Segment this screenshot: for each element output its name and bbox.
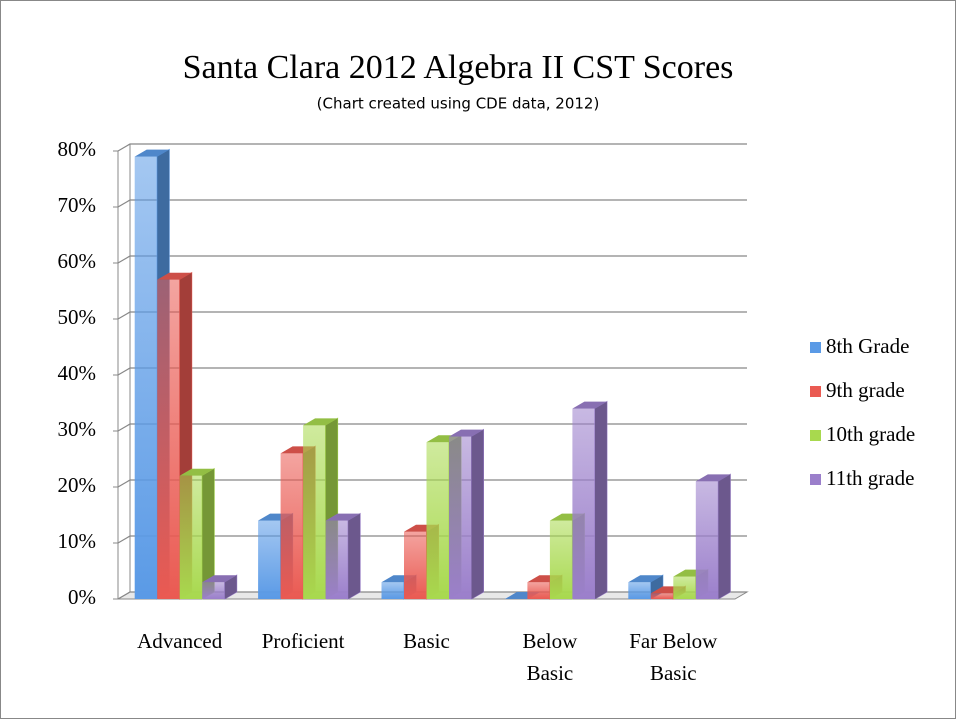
grid-line xyxy=(117,423,747,432)
bar-top xyxy=(134,149,170,157)
x-tick-label: Advanced xyxy=(137,629,223,653)
bar-top xyxy=(325,513,361,521)
bar-top-shade xyxy=(202,575,237,583)
bar-front xyxy=(280,453,304,599)
bar-side-shade xyxy=(224,575,237,599)
grid-line xyxy=(117,199,747,208)
bar-side-shade xyxy=(594,401,607,599)
grid-line-segment xyxy=(117,255,747,264)
bar-top-shade xyxy=(157,272,192,280)
bar-front xyxy=(572,408,595,599)
bar-front xyxy=(179,475,203,599)
bar-front xyxy=(303,425,326,599)
bar-front xyxy=(650,593,674,599)
bar xyxy=(449,428,484,600)
legend-swatch xyxy=(810,430,821,441)
legend-label: 9th grade xyxy=(826,378,905,402)
grid-line xyxy=(117,479,747,488)
bar-front xyxy=(673,576,696,599)
y-tick-label: 10% xyxy=(58,529,97,553)
bar-front xyxy=(202,582,225,599)
bar-top-shade xyxy=(325,513,361,521)
y-tick-label: 30% xyxy=(58,417,97,441)
legend-label: 11th grade xyxy=(826,466,914,490)
grid-line-segment xyxy=(117,423,747,432)
grid-line xyxy=(117,535,747,544)
bar-top xyxy=(695,474,731,482)
grid-line-segment xyxy=(117,479,747,488)
legend-label: 8th Grade xyxy=(826,334,909,358)
x-tick-label: Far Below Basic xyxy=(629,629,718,685)
bar-front xyxy=(381,582,404,599)
y-tick-label: 60% xyxy=(58,249,97,273)
bar-top xyxy=(202,575,237,583)
bar-front xyxy=(404,531,427,599)
bar-front xyxy=(527,582,550,599)
x-tick-label: Basic xyxy=(403,629,450,653)
grid-line-segment xyxy=(117,143,747,152)
bar-front xyxy=(549,520,573,599)
bar-front xyxy=(157,279,180,599)
bar-top-shade xyxy=(179,468,215,476)
grid-line xyxy=(117,367,747,376)
bar-top xyxy=(449,429,484,437)
chart-title: Santa Clara 2012 Algebra II CST Scores xyxy=(183,49,734,86)
x-tick-label: Below Basic xyxy=(522,629,578,685)
bar xyxy=(695,473,731,600)
bar-front xyxy=(449,436,472,599)
grid-line-segment xyxy=(117,199,747,208)
bar-top xyxy=(157,272,192,280)
bar-top xyxy=(572,401,607,409)
legend-swatch xyxy=(810,342,821,353)
bar-top xyxy=(628,575,663,583)
bar-side-shade xyxy=(202,468,215,599)
legend-swatch xyxy=(810,386,821,397)
y-tick-label: 0% xyxy=(68,585,96,609)
bar-top-shade xyxy=(449,429,484,437)
bar xyxy=(202,574,238,600)
bar-side-shade xyxy=(718,474,731,599)
bar-front xyxy=(325,520,349,599)
bar-front xyxy=(628,582,651,599)
grid-line xyxy=(117,311,747,320)
legend-label: 10th grade xyxy=(826,422,915,446)
bar-front xyxy=(695,481,719,599)
grid-line xyxy=(117,143,747,152)
grid-line-segment xyxy=(117,367,747,376)
bar-top xyxy=(179,468,215,476)
y-tick-label: 40% xyxy=(58,361,97,385)
chart-subtitle: (Chart created using CDE data, 2012) xyxy=(317,95,600,113)
grid-line-segment xyxy=(117,535,747,544)
grid-line-segment xyxy=(117,311,747,320)
y-tick-label: 50% xyxy=(58,305,97,329)
y-tick-label: 80% xyxy=(58,137,97,161)
bar xyxy=(572,400,608,600)
bar-top-shade xyxy=(695,474,731,482)
y-tick-label: 70% xyxy=(58,193,97,217)
y-tick-label: 20% xyxy=(58,473,97,497)
legend-swatch xyxy=(810,474,821,485)
bar-top-shade xyxy=(572,401,607,409)
bar-top xyxy=(303,418,338,426)
bar-side-shade xyxy=(471,429,484,599)
bar-side-shade xyxy=(348,513,361,599)
grid-line xyxy=(117,255,747,264)
bar-front xyxy=(258,520,281,599)
bar-top-shade xyxy=(303,418,338,426)
bar-front xyxy=(134,156,158,599)
bar-top-shade xyxy=(134,149,170,157)
bar-top-shade xyxy=(628,575,663,583)
bar xyxy=(325,512,361,600)
bar-front xyxy=(426,442,449,599)
x-tick-label: Proficient xyxy=(262,629,345,653)
